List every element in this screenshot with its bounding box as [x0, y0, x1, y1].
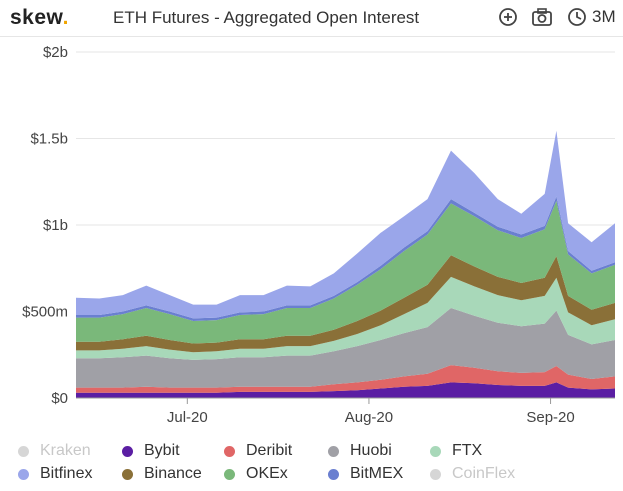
logo-text: skew	[10, 6, 63, 29]
legend-dot	[122, 445, 133, 457]
x-tick-label: Aug-20	[345, 409, 393, 426]
legend-dot	[430, 445, 441, 457]
area-series-bybit[interactable]	[76, 382, 615, 398]
skew-logo[interactable]: skew.	[10, 6, 69, 30]
open-interest-chart: $0 $500m $1b $1.5b $2b Jul-20 Aug-20 Sep-20	[22, 44, 615, 426]
y-tick-label: $1.5b	[30, 131, 68, 148]
legend-item-ftx[interactable]: FTX	[430, 442, 482, 460]
y-tick-label: $1b	[43, 217, 68, 234]
x-tick-label: Jul-20	[167, 409, 208, 426]
legend-item-bitfinex[interactable]: Bitfinex	[18, 465, 92, 483]
legend-dot	[224, 445, 235, 457]
legend-item-bybit[interactable]: Bybit	[122, 442, 180, 460]
legend-dot	[122, 468, 133, 480]
logo-dot: .	[62, 6, 69, 29]
legend-dot	[328, 468, 339, 480]
legend-dot	[430, 468, 441, 480]
area-series-bitfinex[interactable]	[76, 130, 615, 319]
legend-item-okex[interactable]: OKEx	[224, 465, 288, 483]
area-series-binance[interactable]	[76, 255, 615, 353]
legend-label: Deribit	[246, 442, 293, 459]
legend-label: Bybit	[144, 442, 180, 459]
y-tick-label: $500m	[22, 304, 68, 321]
legend-dot	[328, 445, 339, 457]
legend-dot	[18, 468, 29, 480]
camera-icon[interactable]	[531, 6, 553, 28]
legend-label: Binance	[144, 465, 202, 482]
legend-item-binance[interactable]: Binance	[122, 465, 202, 483]
legend-label: Bitfinex	[40, 465, 93, 482]
y-tick-label: $0	[51, 390, 68, 407]
legend-label: BitMEX	[350, 465, 404, 482]
axis-labels: $0 $500m $1b $1.5b $2b Jul-20 Aug-20 Sep-20	[22, 44, 615, 426]
chart-title: ETH Futures - Aggregated Open Interest	[113, 8, 420, 27]
area-series	[76, 130, 615, 398]
legend-label: Huobi	[350, 442, 392, 459]
y-tick-label: $2b	[43, 44, 68, 61]
area-series-okex[interactable]	[76, 200, 615, 344]
legend-label: CoinFlex	[452, 465, 516, 482]
time-range-selector[interactable]: 3M	[592, 7, 616, 26]
legend-item-coinflex[interactable]: CoinFlex	[430, 465, 515, 483]
legend-item-deribit[interactable]: Deribit	[224, 442, 292, 460]
area-series-ftx[interactable]	[76, 276, 615, 360]
legend-item-kraken[interactable]: Kraken	[18, 442, 91, 460]
area-series-deribit[interactable]	[76, 365, 615, 393]
legend-label: Kraken	[40, 442, 91, 459]
chart-header: skew. ETH Futures - Aggregated Open Inte…	[0, 0, 623, 37]
x-tick-label: Sep-20	[526, 409, 574, 426]
legend-item-huobi[interactable]: Huobi	[328, 442, 392, 460]
area-series-huobi[interactable]	[76, 308, 615, 388]
legend-label: FTX	[452, 442, 483, 459]
legend-dot	[18, 445, 29, 457]
clock-icon[interactable]	[566, 6, 588, 28]
legend-dot	[224, 468, 235, 480]
legend-item-bitmex[interactable]: BitMEX	[328, 465, 403, 483]
legend-label: OKEx	[246, 465, 288, 482]
zoom-in-icon[interactable]	[497, 6, 519, 28]
